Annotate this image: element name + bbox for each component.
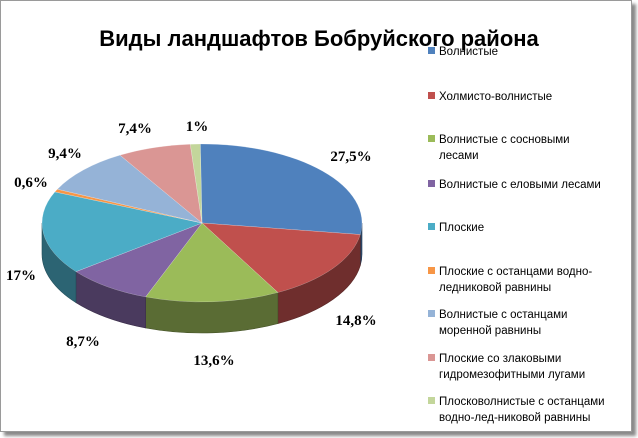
- legend-swatch: [428, 397, 435, 404]
- pie-slice: [54, 188, 203, 224]
- legend-item: Плоские с останцами водно-ледниковой рав…: [428, 266, 592, 294]
- legend-label: Волнистые: [439, 46, 498, 58]
- legend-item: Волнистые с еловыми лесами: [428, 179, 601, 191]
- legend-label: Волнистые с еловыми лесами: [439, 179, 601, 191]
- legend-label: моренной равнины: [439, 325, 541, 337]
- legend-label: Плоские: [439, 222, 484, 234]
- pie-slice: [41, 191, 203, 272]
- legend-item: Волнистые: [428, 46, 498, 58]
- pie-slice: [56, 154, 203, 224]
- legend-swatch: [428, 92, 435, 99]
- data-label: 8,7%: [66, 334, 100, 350]
- legend-swatch: [428, 180, 435, 187]
- legend-label: водно-лед-никовой равнины: [439, 412, 590, 424]
- legend-label: Плоские с останцами водно-: [439, 266, 592, 278]
- legend-item: Волнистые с останцами моренной равнины: [428, 309, 567, 337]
- data-label: 1%: [186, 119, 209, 135]
- data-label: 9,4%: [48, 146, 82, 162]
- legend-label: ледниковой равнины: [439, 282, 551, 294]
- legend-swatch: [428, 135, 435, 142]
- legend-item: Волнистые с сосновыми лесами: [428, 134, 570, 162]
- chart-title: Виды ландшафтов Бобруйского района: [99, 26, 539, 51]
- legend-label: Холмисто-волнистые: [439, 91, 552, 103]
- pie-chart: Виды ландшафтов Бобруйского района 27,5%…: [6, 26, 605, 424]
- chart-frame: Виды ландшафтов Бобруйского района 27,5%…: [0, 0, 632, 432]
- data-label: 17%: [6, 268, 36, 284]
- data-label: 0,6%: [14, 175, 48, 191]
- data-label: 7,4%: [118, 121, 152, 137]
- legend-swatch: [428, 47, 435, 54]
- pie-slice: [145, 222, 279, 303]
- pie-slice: [201, 222, 361, 293]
- legend-swatch: [428, 267, 435, 274]
- legend-swatch: [428, 354, 435, 361]
- legend-item: Холмисто-волнистые: [428, 91, 552, 103]
- legend-item: Плоские: [428, 222, 484, 234]
- legend-label: Волнистые с сосновыми: [439, 134, 570, 146]
- legend-item: Плосковолнистые с останцами водно-лед-ник…: [428, 396, 605, 424]
- pie-slice: [75, 222, 203, 298]
- legend-label: гидромезофитными лугами: [439, 369, 585, 381]
- pie-slice: [119, 143, 203, 224]
- data-label: 14,8%: [335, 313, 376, 329]
- legend-swatch: [428, 223, 435, 230]
- legend-label: Волнистые с останцами: [439, 309, 567, 321]
- legend-label: Плосковолнистые с останцами: [439, 396, 605, 408]
- legend-item: Плоские со злаковыми гидромезофитными луг…: [428, 353, 585, 381]
- pie-slice: [189, 143, 203, 224]
- legend-label: лесами: [439, 150, 479, 162]
- pie-slice: [200, 143, 363, 235]
- data-label: 13,6%: [193, 353, 234, 369]
- data-label: 27,5%: [330, 149, 371, 165]
- legend-swatch: [428, 310, 435, 317]
- legend-label: Плоские со злаковыми: [439, 353, 561, 365]
